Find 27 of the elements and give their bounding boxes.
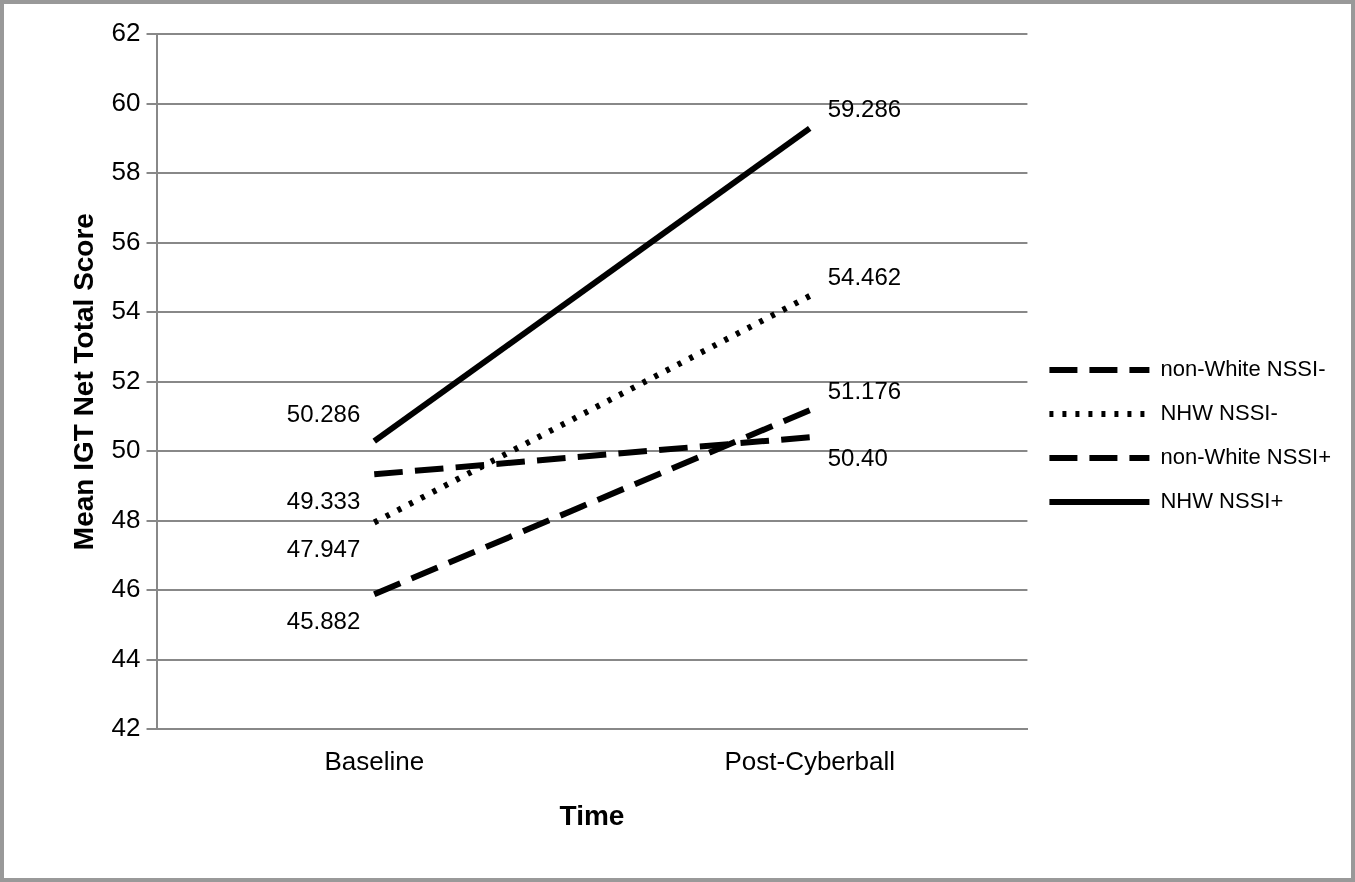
data-label: 54.462 — [827, 262, 902, 290]
data-label: 47.947 — [286, 535, 361, 563]
data-label: 50.40 — [827, 443, 888, 471]
data-label: 49.333 — [286, 486, 361, 514]
legend-label: non-White NSSI+ — [1160, 444, 1331, 470]
y-tick-label: 54 — [111, 295, 141, 326]
y-tick-label: 60 — [111, 86, 141, 117]
y-axis-title: Mean IGT Net Total Score — [67, 213, 99, 551]
data-label: 51.176 — [827, 376, 902, 404]
data-label: 50.286 — [286, 399, 361, 427]
y-tick-label: 42 — [111, 712, 141, 743]
x-axis-title: Time — [559, 799, 625, 831]
y-tick-label: 44 — [111, 642, 141, 673]
legend-label: non-White NSSI- — [1160, 356, 1326, 382]
y-tick-label: 58 — [111, 156, 141, 187]
y-tick-label: 50 — [111, 434, 141, 465]
y-tick-label: 52 — [111, 364, 141, 395]
y-tick-label: 62 — [111, 17, 141, 48]
y-tick-label: 46 — [111, 573, 141, 604]
legend-label: NHW NSSI+ — [1160, 488, 1284, 514]
legend-label: NHW NSSI- — [1160, 400, 1278, 426]
x-tick-label: Baseline — [324, 745, 425, 776]
data-label: 45.882 — [286, 606, 361, 634]
data-label: 59.286 — [827, 94, 902, 122]
y-tick-label: 56 — [111, 225, 141, 256]
y-tick-label: 48 — [111, 503, 141, 534]
x-tick-label: Post-Cyberball — [724, 745, 895, 776]
